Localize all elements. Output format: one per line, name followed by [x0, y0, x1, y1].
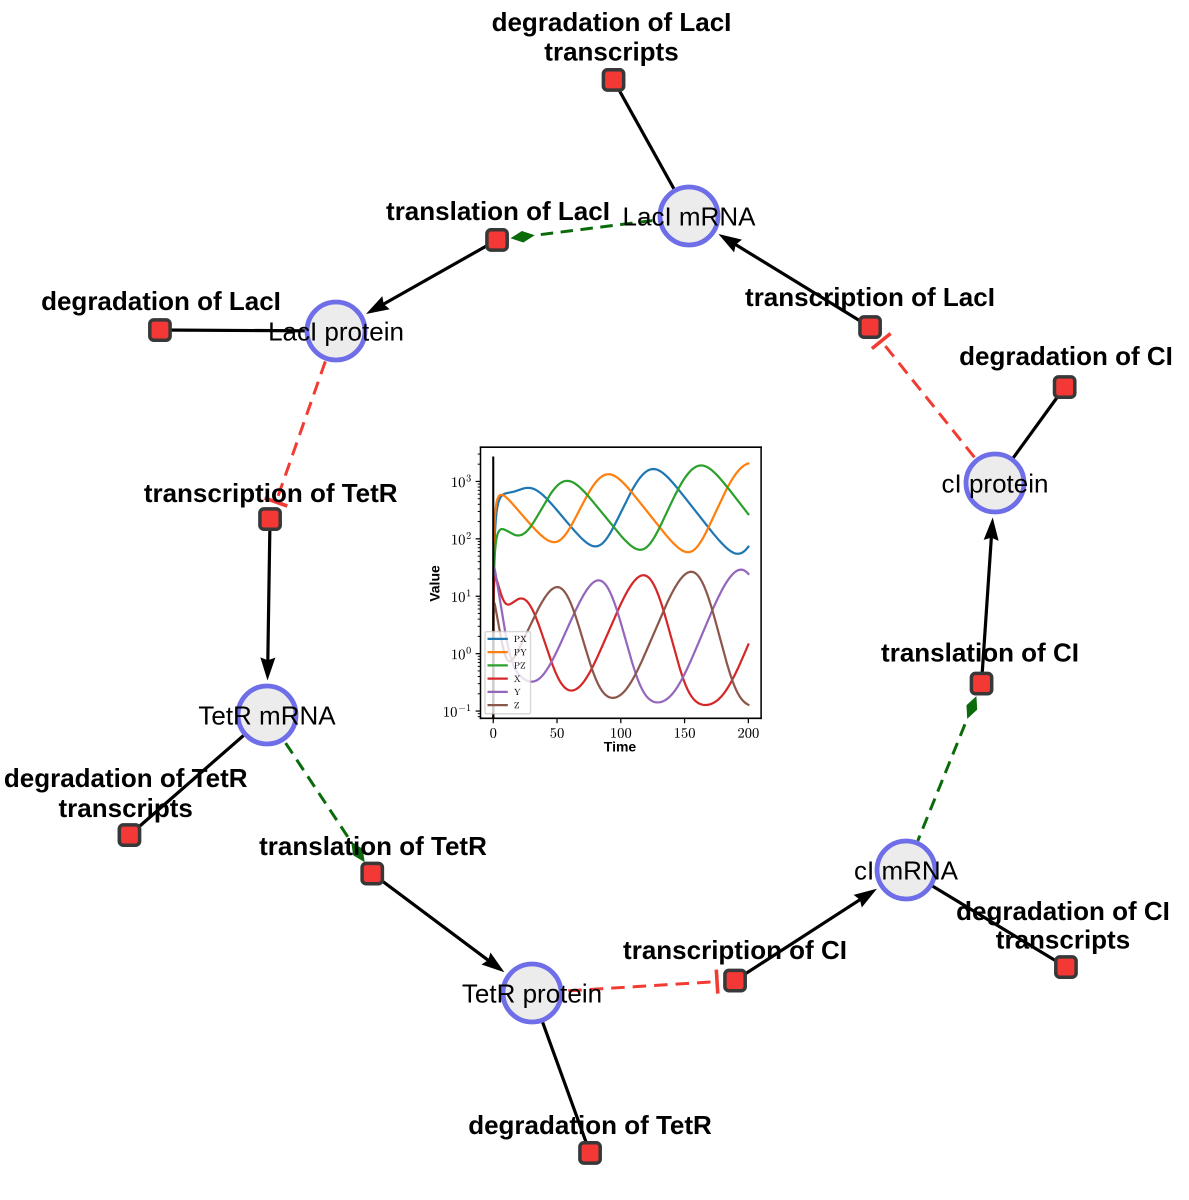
svg-text:Value: Value: [427, 565, 443, 602]
svg-text:translation of LacI: translation of LacI: [386, 196, 610, 226]
svg-text:transcription of CI: transcription of CI: [623, 935, 847, 965]
svg-text:TetR protein: TetR protein: [462, 979, 602, 1009]
svg-text:TetR mRNA: TetR mRNA: [198, 701, 336, 731]
svg-text:transcription of TetR: transcription of TetR: [144, 478, 398, 508]
svg-text:degradation of CI: degradation of CI: [956, 896, 1170, 926]
svg-text:LacI protein: LacI protein: [268, 317, 404, 347]
svg-text:translation of CI: translation of CI: [881, 638, 1079, 668]
svg-text:LacI mRNA: LacI mRNA: [623, 202, 757, 232]
svg-text:transcripts: transcripts: [996, 925, 1130, 955]
svg-text:translation of TetR: translation of TetR: [259, 831, 487, 861]
svg-text:degradation of LacI: degradation of LacI: [492, 7, 732, 37]
svg-text:degradation of TetR: degradation of TetR: [468, 1110, 712, 1140]
svg-text:degradation of TetR: degradation of TetR: [4, 763, 248, 793]
svg-text:degradation of LacI: degradation of LacI: [41, 286, 281, 316]
svg-text:transcription of LacI: transcription of LacI: [745, 282, 995, 312]
svg-text:degradation of CI: degradation of CI: [959, 341, 1173, 371]
svg-text:transcripts: transcripts: [544, 37, 678, 67]
svg-text:cI protein: cI protein: [942, 469, 1049, 499]
svg-text:transcripts: transcripts: [59, 793, 193, 823]
svg-text:Time: Time: [604, 739, 637, 755]
svg-text:cI mRNA: cI mRNA: [854, 856, 959, 886]
